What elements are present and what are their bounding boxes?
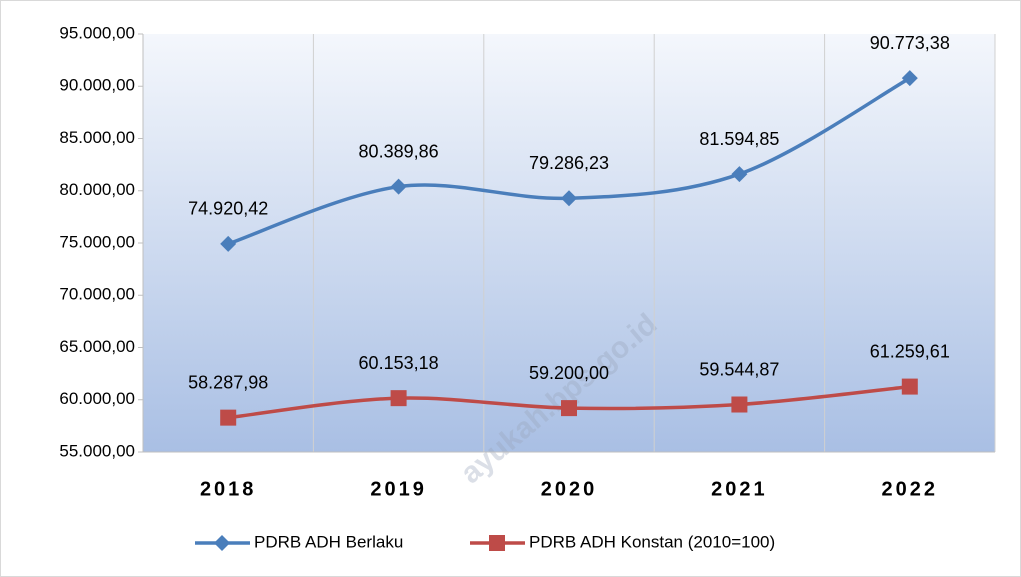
marker-diamond — [220, 235, 237, 252]
y-tick-label: 75.000,00 — [59, 232, 135, 251]
data-label: 79.286,23 — [529, 153, 609, 173]
marker-square — [220, 409, 237, 426]
marker-square — [731, 396, 748, 413]
marker-square — [901, 378, 918, 395]
y-tick-label: 60.000,00 — [59, 389, 135, 408]
data-label: 74.920,42 — [188, 199, 268, 219]
data-label: 60.153,18 — [359, 353, 439, 373]
data-label: 80.389,86 — [359, 141, 439, 161]
plot-area — [143, 34, 995, 452]
x-tick-label: 2019 — [370, 478, 427, 500]
marker-square — [561, 400, 577, 417]
marker-diamond — [561, 190, 577, 207]
x-tick-label: 2022 — [882, 478, 939, 500]
y-tick-label: 85.000,00 — [59, 128, 135, 147]
x-tick-label: 2021 — [711, 478, 768, 500]
data-label: 59.544,87 — [699, 359, 779, 379]
x-tick-label: 2018 — [200, 478, 257, 500]
y-tick-label: 55.000,00 — [59, 441, 135, 460]
x-tick-label: 2020 — [541, 478, 598, 500]
legend-label: PDRB ADH Konstan (2010=100) — [529, 532, 775, 551]
marker-square — [489, 535, 505, 551]
data-label: 59.200,00 — [529, 363, 609, 383]
data-label: 61.259,61 — [870, 341, 950, 361]
data-label: 81.594,85 — [699, 129, 779, 149]
data-label: 90.773,38 — [870, 33, 950, 53]
marker-diamond — [901, 70, 918, 87]
y-tick-label: 80.000,00 — [59, 180, 135, 199]
y-tick-label: 95.000,00 — [59, 23, 135, 42]
marker-diamond — [390, 178, 407, 195]
marker-square — [390, 390, 407, 407]
y-tick-label: 90.000,00 — [59, 76, 135, 95]
legend-label: PDRB ADH Berlaku — [254, 532, 403, 551]
marker-diamond — [731, 166, 748, 183]
marker-diamond — [214, 535, 230, 551]
data-label: 58.287,98 — [188, 372, 268, 392]
y-tick-label: 65.000,00 — [59, 337, 135, 356]
y-tick-label: 70.000,00 — [59, 285, 135, 304]
